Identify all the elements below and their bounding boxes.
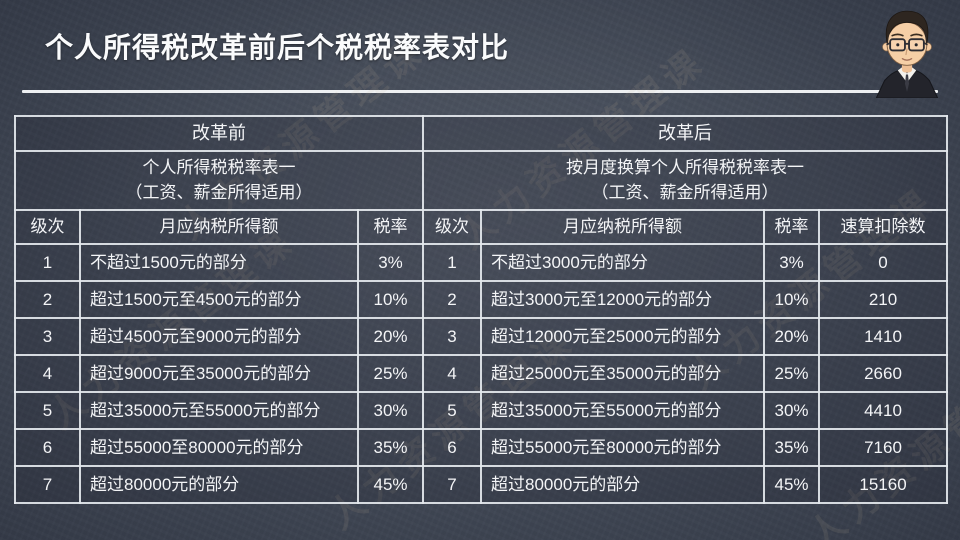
income-cell: 超过35000元至55000元的部分	[79, 391, 359, 430]
rate-cell: 20%	[763, 317, 821, 356]
rate-cell: 45%	[763, 465, 821, 504]
rate-cell: 30%	[763, 391, 821, 430]
rate-cell: 30%	[356, 391, 425, 430]
rate-cell: 10%	[763, 280, 821, 319]
col-header-rate: 税率	[356, 209, 425, 245]
col-header-deduction: 速算扣除数	[818, 209, 949, 245]
deduction-cell: 15160	[818, 465, 949, 504]
deduction-cell: 2660	[818, 354, 949, 393]
level-cell: 2	[14, 280, 81, 319]
cartoon-teacher-avatar-icon	[875, 10, 939, 98]
level-cell: 6	[14, 428, 81, 467]
table-section-header-row: 改革前 改革后	[13, 115, 949, 152]
level-cell: 7	[14, 465, 81, 504]
title-underline-divider	[22, 90, 938, 93]
income-cell: 超过9000元至35000元的部分	[79, 354, 359, 393]
level-cell: 1	[422, 243, 483, 282]
rate-cell: 10%	[356, 280, 425, 319]
rate-cell: 35%	[356, 428, 425, 467]
rate-cell: 3%	[763, 243, 821, 282]
subtitle-left-line2: （工资、薪金所得适用）	[125, 182, 313, 202]
col-header-level: 级次	[422, 209, 483, 245]
level-cell: 2	[422, 280, 483, 319]
income-cell: 超过12000元至25000元的部分	[480, 317, 766, 356]
page-title: 个人所得税改革前后个税税率表对比	[45, 32, 510, 63]
rate-cell: 3%	[356, 243, 425, 282]
rate-cell: 25%	[763, 354, 821, 393]
income-cell: 超过55000元至80000元的部分	[480, 428, 766, 467]
income-cell: 超过80000元的部分	[79, 465, 359, 504]
income-cell: 超过4500元至9000元的部分	[79, 317, 359, 356]
level-cell: 3	[14, 317, 81, 356]
income-cell: 不超过3000元的部分	[480, 243, 766, 282]
income-cell: 超过80000元的部分	[480, 465, 766, 504]
table-row: 4 超过9000元至35000元的部分 25% 4 超过25000元至35000…	[14, 354, 949, 393]
subtitle-left-line1: 个人所得税税率表一	[142, 157, 296, 177]
rate-cell: 25%	[356, 354, 425, 393]
table-row: 6 超过55000至80000元的部分 35% 6 超过55000元至80000…	[14, 428, 949, 467]
table-row: 5 超过35000元至55000元的部分 30% 5 超过35000元至5500…	[14, 391, 949, 430]
table-column-header-row: 级次 月应纳税所得额 税率 级次 月应纳税所得额 税率 速算扣除数	[14, 209, 949, 245]
col-header-level: 级次	[14, 209, 81, 245]
table-row: 1 不超过1500元的部分 3% 1 不超过3000元的部分 3% 0	[14, 243, 949, 282]
level-cell: 4	[422, 354, 483, 393]
income-cell: 超过25000元至35000元的部分	[480, 354, 766, 393]
subtitle-right-line1: 按月度换算个人所得税税率表一	[566, 157, 805, 177]
level-cell: 1	[14, 243, 81, 282]
deduction-cell: 0	[818, 243, 949, 282]
section-header-after-reform: 改革后	[422, 115, 949, 152]
deduction-cell: 7160	[818, 428, 949, 467]
income-cell: 不超过1500元的部分	[79, 243, 359, 282]
level-cell: 7	[422, 465, 483, 504]
rate-cell: 45%	[356, 465, 425, 504]
table-row: 3 超过4500元至9000元的部分 20% 3 超过12000元至25000元…	[14, 317, 949, 356]
level-cell: 3	[422, 317, 483, 356]
income-cell: 超过1500元至4500元的部分	[79, 280, 359, 319]
rate-cell: 20%	[356, 317, 425, 356]
income-cell: 超过55000至80000元的部分	[79, 428, 359, 467]
deduction-cell: 4410	[818, 391, 949, 430]
level-cell: 5	[14, 391, 81, 430]
table-subtitle-row: 个人所得税税率表一 （工资、薪金所得适用） 按月度换算个人所得税税率表一 （工资…	[13, 150, 949, 211]
table-row: 7 超过80000元的部分 45% 7 超过80000元的部分 45% 1516…	[14, 465, 949, 504]
deduction-cell: 1410	[818, 317, 949, 356]
level-cell: 4	[14, 354, 81, 393]
level-cell: 5	[422, 391, 483, 430]
subtitle-right-line2: （工资、薪金所得适用）	[591, 182, 779, 202]
col-header-rate: 税率	[763, 209, 821, 245]
table-row: 2 超过1500元至4500元的部分 10% 2 超过3000元至12000元的…	[14, 280, 949, 319]
income-cell: 超过3000元至12000元的部分	[480, 280, 766, 319]
col-header-income: 月应纳税所得额	[480, 209, 766, 245]
subtitle-right: 按月度换算个人所得税税率表一 （工资、薪金所得适用）	[422, 150, 949, 211]
rate-cell: 35%	[763, 428, 821, 467]
level-cell: 6	[422, 428, 483, 467]
deduction-cell: 210	[818, 280, 949, 319]
subtitle-left: 个人所得税税率表一 （工资、薪金所得适用）	[13, 150, 425, 211]
section-header-before-reform: 改革前	[13, 115, 425, 152]
col-header-income: 月应纳税所得额	[79, 209, 359, 245]
income-cell: 超过35000元至55000元的部分	[480, 391, 766, 430]
tax-rate-comparison-table: 改革前 改革后 个人所得税税率表一 （工资、薪金所得适用） 按月度换算个人所得税…	[13, 115, 949, 504]
